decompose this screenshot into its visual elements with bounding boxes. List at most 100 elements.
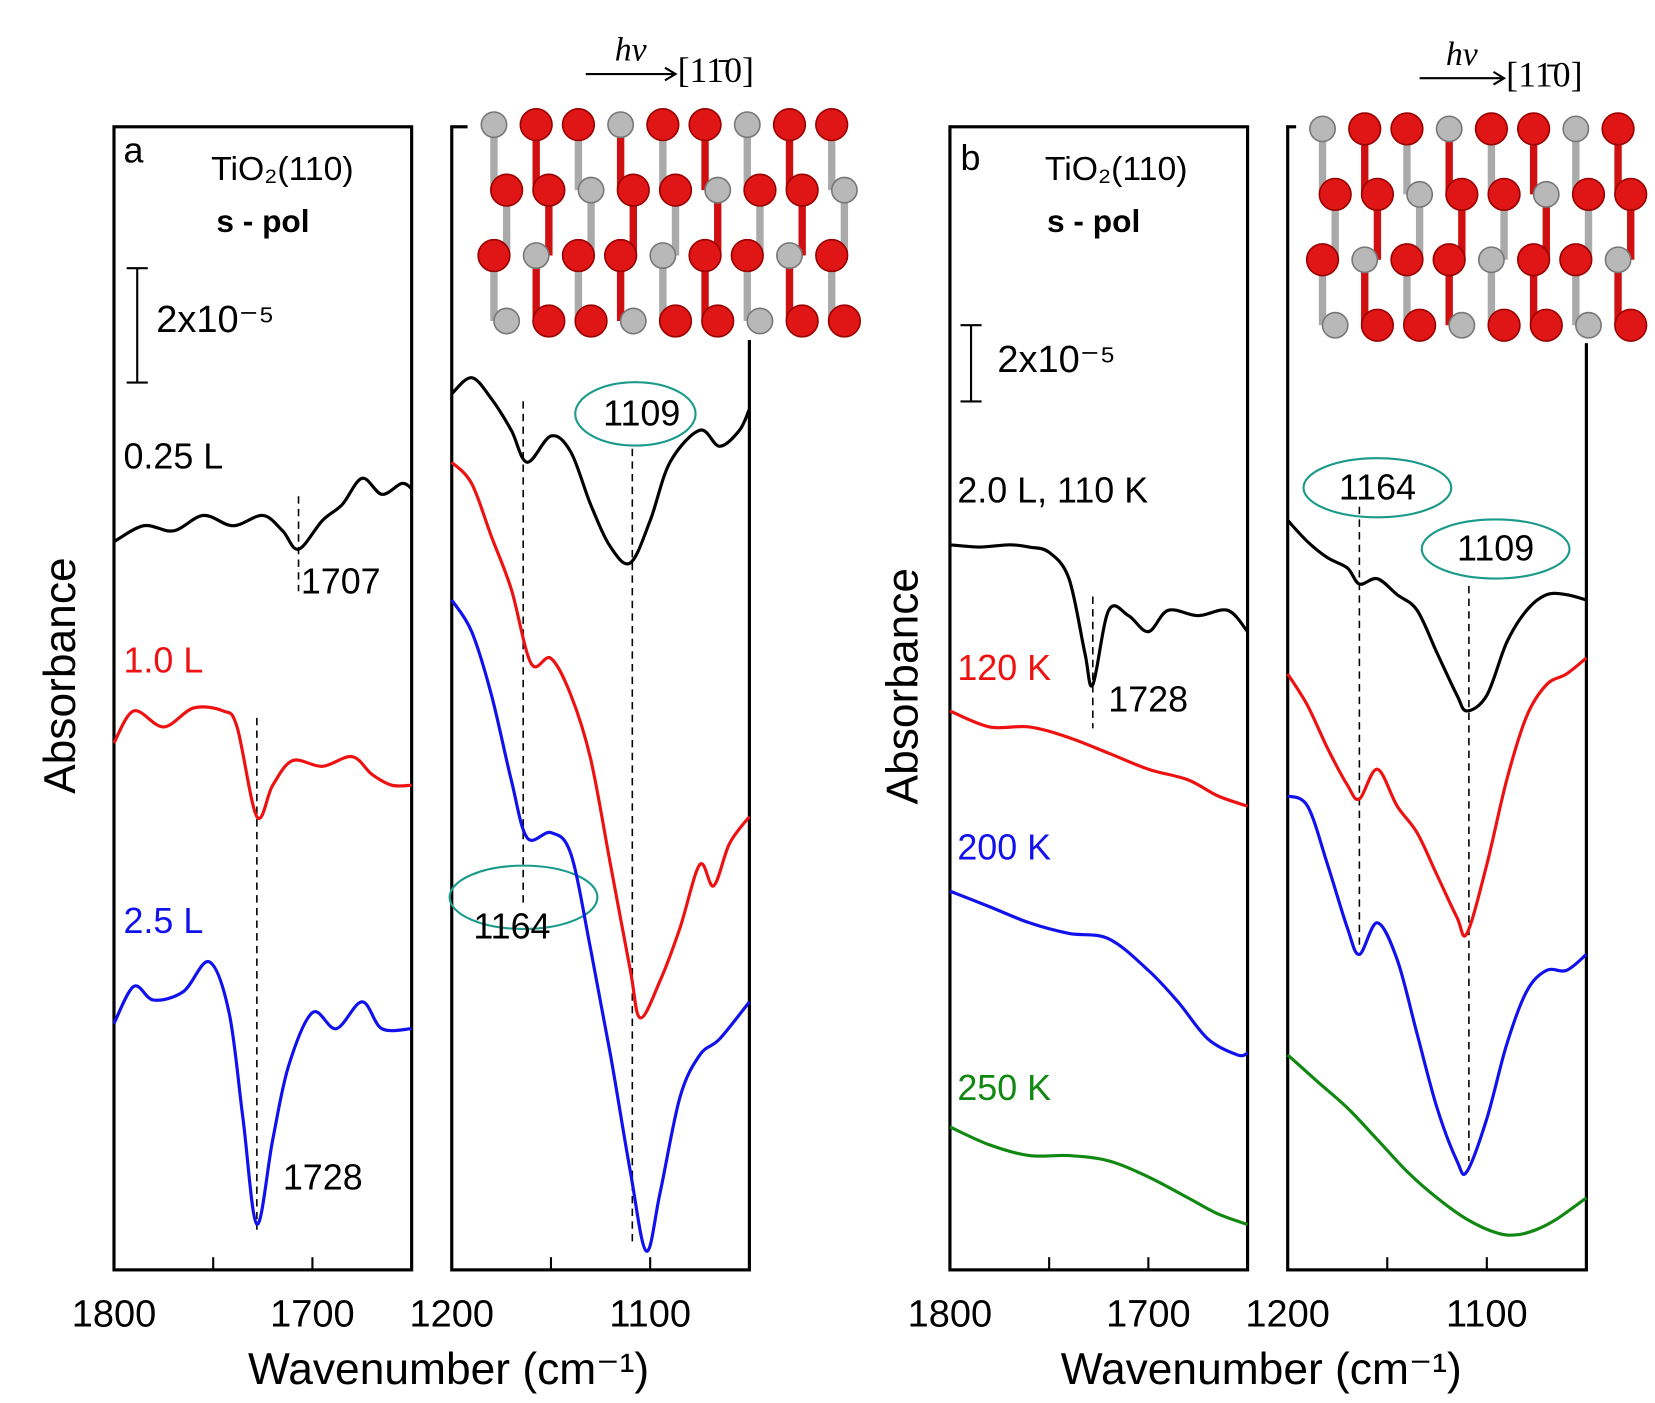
atom bbox=[1474, 112, 1509, 146]
peak-label: 1109 bbox=[603, 393, 680, 433]
atom bbox=[1432, 243, 1466, 277]
panel-label: a bbox=[123, 131, 143, 171]
atom bbox=[1305, 243, 1340, 277]
atom bbox=[646, 108, 680, 142]
atom bbox=[830, 176, 858, 204]
series-label: 250 K bbox=[957, 1068, 1051, 1108]
peak-label: 1109 bbox=[1457, 529, 1534, 569]
atom bbox=[1614, 308, 1648, 342]
atom bbox=[1571, 177, 1606, 211]
polarization-label: s - pol bbox=[216, 203, 309, 239]
highlight-ellipse bbox=[448, 864, 599, 931]
atom bbox=[532, 173, 566, 207]
atom bbox=[1360, 177, 1395, 211]
atom bbox=[658, 304, 693, 338]
atom bbox=[1309, 115, 1336, 143]
atom bbox=[658, 173, 693, 207]
y-axis-label: Absorbance bbox=[36, 557, 85, 794]
atom bbox=[1516, 112, 1551, 146]
atom bbox=[815, 108, 849, 142]
spectrum-line bbox=[1286, 519, 1587, 713]
spectrum-line bbox=[949, 1125, 1249, 1227]
atom bbox=[1477, 246, 1505, 274]
x-axis-label: Wavenumber (cm⁻¹) bbox=[1061, 1345, 1462, 1394]
atom bbox=[1390, 112, 1424, 146]
atom bbox=[522, 242, 550, 270]
atom bbox=[649, 242, 677, 270]
atom bbox=[1448, 311, 1476, 339]
peak-label: 1728 bbox=[1108, 680, 1188, 720]
atom bbox=[532, 304, 566, 338]
x-tick-label: 1200 bbox=[409, 1293, 494, 1335]
atom bbox=[480, 111, 508, 139]
panel-label: b bbox=[960, 138, 980, 178]
photon-label: hν bbox=[615, 32, 647, 69]
spectrum-line bbox=[949, 889, 1249, 1058]
polarization-label: s - pol bbox=[1047, 203, 1140, 239]
x-tick-label: 1700 bbox=[270, 1293, 355, 1335]
atom bbox=[688, 238, 722, 273]
atom bbox=[1435, 115, 1463, 143]
atom bbox=[1348, 112, 1382, 146]
x-tick-label: 1700 bbox=[1106, 1293, 1191, 1335]
atom bbox=[607, 111, 635, 139]
sample-label: TiO₂(110) bbox=[1045, 150, 1188, 188]
crystal-inset bbox=[467, 61, 874, 340]
spectrum-line bbox=[450, 376, 751, 566]
photon-arrow bbox=[585, 66, 678, 82]
atom bbox=[604, 238, 638, 273]
crystal-inset bbox=[1296, 65, 1655, 344]
photon-arrow bbox=[1419, 70, 1507, 86]
scale-bar-label: 2x10⁻⁵ bbox=[156, 299, 274, 341]
y-axis-label: Absorbance bbox=[878, 568, 927, 805]
scale-bar bbox=[960, 324, 982, 403]
series-label: 200 K bbox=[957, 827, 1051, 867]
atom bbox=[1562, 115, 1590, 143]
spectrum-line bbox=[112, 960, 412, 1226]
atom bbox=[477, 238, 511, 273]
x-tick-label: 1800 bbox=[908, 1293, 993, 1335]
x-tick-label: 1200 bbox=[1245, 1293, 1330, 1335]
peak-label: 1707 bbox=[301, 561, 381, 601]
photon-label: hν bbox=[1446, 36, 1478, 73]
atom bbox=[619, 307, 647, 335]
plot-frame bbox=[112, 125, 414, 1272]
x-axis-label: Wavenumber (cm⁻¹) bbox=[248, 1345, 649, 1394]
spectrum-line bbox=[949, 543, 1249, 688]
series-label: 2.5 L bbox=[123, 901, 203, 941]
spectrum-line bbox=[1286, 794, 1588, 1176]
atom bbox=[616, 173, 650, 207]
atom bbox=[1559, 243, 1593, 277]
atom bbox=[1406, 180, 1434, 208]
atom bbox=[1445, 177, 1479, 211]
atom bbox=[785, 173, 819, 207]
atom bbox=[1360, 308, 1395, 342]
highlight-ellipse bbox=[1302, 457, 1453, 519]
atom bbox=[1321, 311, 1349, 339]
atom bbox=[1575, 311, 1602, 339]
sample-label: TiO₂(110) bbox=[211, 150, 354, 188]
x-tick-label: 1800 bbox=[72, 1293, 157, 1335]
series-label: 1.0 L bbox=[123, 640, 203, 680]
atom bbox=[785, 304, 819, 338]
atom bbox=[1532, 180, 1560, 208]
plot-frame bbox=[948, 125, 1250, 1272]
direction-label: [11̄0] bbox=[1506, 54, 1582, 94]
spectrum-line bbox=[450, 461, 751, 1020]
spectrum-line bbox=[949, 709, 1249, 808]
atom bbox=[1604, 246, 1632, 274]
highlight-ellipse bbox=[574, 381, 697, 447]
atom bbox=[519, 108, 553, 142]
atom bbox=[1318, 177, 1352, 211]
atom bbox=[1487, 177, 1521, 211]
atom bbox=[490, 173, 524, 207]
atom bbox=[827, 304, 862, 338]
series-label: 2.0 L, 110 K bbox=[957, 471, 1148, 511]
atom bbox=[493, 307, 521, 335]
x-tick-label: 1100 bbox=[609, 1293, 691, 1335]
scale-bar bbox=[126, 267, 148, 384]
spectrum-line bbox=[112, 705, 412, 821]
atom bbox=[561, 238, 596, 273]
